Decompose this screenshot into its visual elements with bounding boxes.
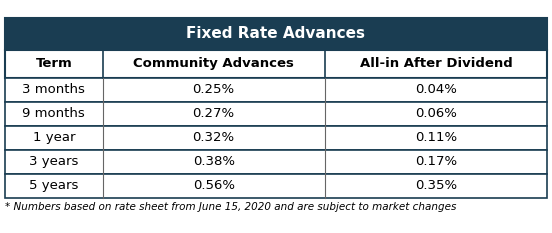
Text: * Numbers based on rate sheet from June 15, 2020 and are subject to market chang: * Numbers based on rate sheet from June …: [5, 202, 457, 212]
Bar: [5, 126, 547, 150]
Text: 0.06%: 0.06%: [415, 107, 457, 120]
Text: 5 years: 5 years: [29, 179, 78, 192]
Text: Fixed Rate Advances: Fixed Rate Advances: [187, 26, 365, 41]
Bar: [5, 17, 547, 49]
Bar: [5, 174, 547, 198]
Bar: [5, 78, 547, 102]
Text: 0.25%: 0.25%: [193, 83, 235, 96]
Text: 9 months: 9 months: [23, 107, 85, 120]
Text: Community Advances: Community Advances: [133, 57, 294, 70]
Text: 0.38%: 0.38%: [193, 155, 235, 168]
Text: 1 year: 1 year: [33, 131, 75, 144]
Text: 3 months: 3 months: [22, 83, 85, 96]
Text: 0.56%: 0.56%: [193, 179, 235, 192]
Text: Term: Term: [35, 57, 72, 70]
Text: 0.11%: 0.11%: [415, 131, 457, 144]
Text: All-in After Dividend: All-in After Dividend: [359, 57, 512, 70]
Bar: [5, 102, 547, 126]
Text: 0.35%: 0.35%: [415, 179, 457, 192]
Text: 0.17%: 0.17%: [415, 155, 457, 168]
Text: 0.27%: 0.27%: [193, 107, 235, 120]
Bar: [5, 49, 547, 78]
Text: 3 years: 3 years: [29, 155, 78, 168]
Text: 0.32%: 0.32%: [193, 131, 235, 144]
Text: 0.04%: 0.04%: [415, 83, 457, 96]
Bar: [5, 150, 547, 174]
